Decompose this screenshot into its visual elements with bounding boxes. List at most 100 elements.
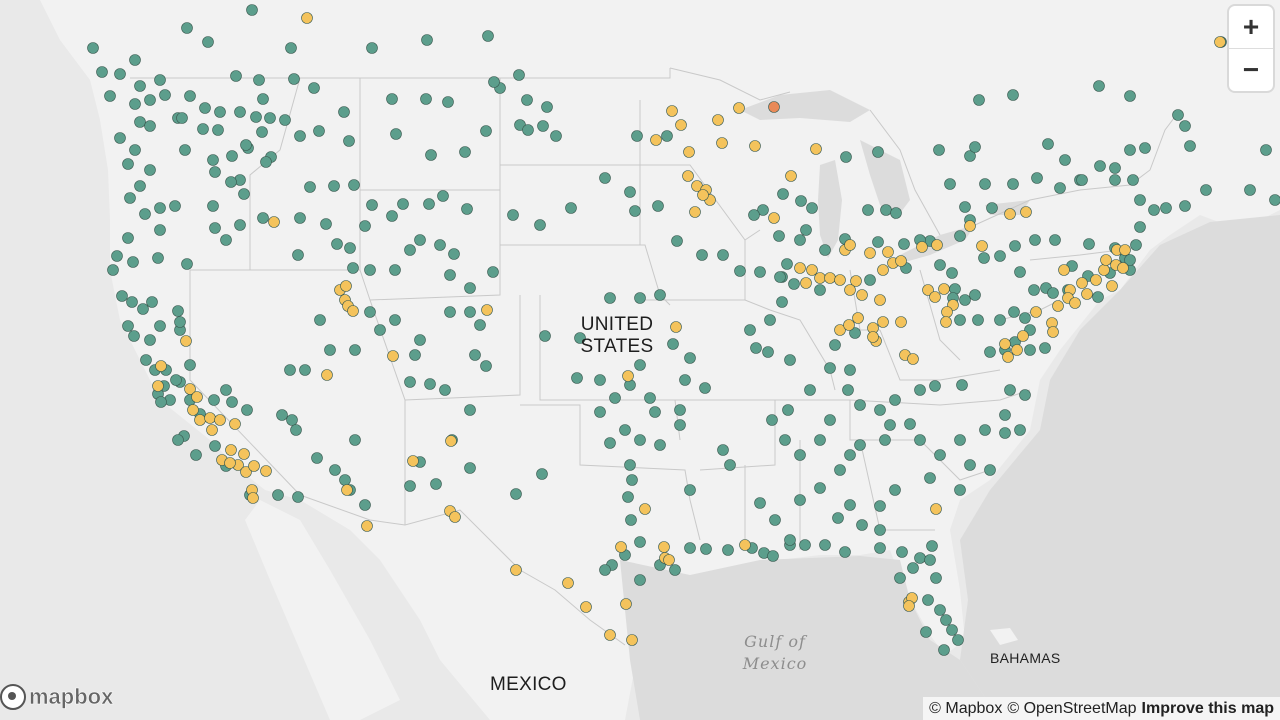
green-marker[interactable] [1109, 174, 1121, 186]
green-marker[interactable] [944, 178, 956, 190]
green-marker[interactable] [1054, 182, 1066, 194]
green-marker[interactable] [111, 250, 123, 262]
green-marker[interactable] [536, 468, 548, 480]
green-marker[interactable] [654, 439, 666, 451]
green-marker[interactable] [170, 374, 182, 386]
green-marker[interactable] [208, 394, 220, 406]
yellow-marker[interactable] [834, 324, 846, 336]
green-marker[interactable] [294, 130, 306, 142]
yellow-marker[interactable] [843, 319, 855, 331]
yellow-marker[interactable] [206, 424, 218, 436]
green-marker[interactable] [777, 188, 789, 200]
yellow-marker[interactable] [856, 289, 868, 301]
green-marker[interactable] [386, 210, 398, 222]
green-marker[interactable] [128, 330, 140, 342]
green-marker[interactable] [1093, 80, 1105, 92]
green-marker[interactable] [784, 354, 796, 366]
yellow-marker[interactable] [510, 564, 522, 576]
yellow-marker[interactable] [1098, 264, 1110, 276]
green-marker[interactable] [154, 202, 166, 214]
green-marker[interactable] [488, 76, 500, 88]
green-marker[interactable] [487, 266, 499, 278]
green-marker[interactable] [1184, 140, 1196, 152]
green-marker[interactable] [444, 306, 456, 318]
green-marker[interactable] [146, 296, 158, 308]
yellow-marker[interactable] [689, 206, 701, 218]
green-marker[interactable] [434, 239, 446, 251]
green-marker[interactable] [634, 359, 646, 371]
yellow-marker[interactable] [615, 541, 627, 553]
green-marker[interactable] [464, 462, 476, 474]
yellow-marker[interactable] [152, 380, 164, 392]
green-marker[interactable] [308, 82, 320, 94]
green-marker[interactable] [176, 112, 188, 124]
yellow-marker[interactable] [683, 146, 695, 158]
green-marker[interactable] [279, 114, 291, 126]
green-marker[interactable] [999, 409, 1011, 421]
green-marker[interactable] [292, 491, 304, 503]
yellow-marker[interactable] [240, 466, 252, 478]
yellow-marker[interactable] [184, 383, 196, 395]
green-marker[interactable] [253, 74, 265, 86]
green-marker[interactable] [469, 349, 481, 361]
green-marker[interactable] [230, 70, 242, 82]
green-marker[interactable] [750, 342, 762, 354]
green-marker[interactable] [669, 564, 681, 576]
green-marker[interactable] [257, 93, 269, 105]
green-marker[interactable] [339, 474, 351, 486]
green-marker[interactable] [766, 414, 778, 426]
green-marker[interactable] [464, 404, 476, 416]
green-marker[interactable] [699, 382, 711, 394]
green-marker[interactable] [594, 374, 606, 386]
green-marker[interactable] [212, 124, 224, 136]
yellow-marker[interactable] [229, 418, 241, 430]
green-marker[interactable] [226, 396, 238, 408]
green-marker[interactable] [299, 364, 311, 376]
green-marker[interactable] [832, 512, 844, 524]
green-marker[interactable] [220, 384, 232, 396]
green-marker[interactable] [1083, 238, 1095, 250]
green-marker[interactable] [854, 399, 866, 411]
yellow-marker[interactable] [976, 240, 988, 252]
green-marker[interactable] [134, 180, 146, 192]
yellow-marker[interactable] [931, 239, 943, 251]
green-marker[interactable] [437, 190, 449, 202]
green-marker[interactable] [347, 262, 359, 274]
green-marker[interactable] [933, 144, 945, 156]
green-marker[interactable] [1004, 384, 1016, 396]
green-marker[interactable] [144, 94, 156, 106]
yellow-marker[interactable] [867, 331, 879, 343]
green-marker[interactable] [842, 384, 854, 396]
green-marker[interactable] [285, 42, 297, 54]
green-marker[interactable] [844, 499, 856, 511]
green-marker[interactable] [439, 384, 451, 396]
green-marker[interactable] [1172, 109, 1184, 121]
green-marker[interactable] [256, 126, 268, 138]
green-marker[interactable] [604, 437, 616, 449]
green-marker[interactable] [644, 392, 656, 404]
green-marker[interactable] [140, 354, 152, 366]
yellow-marker[interactable] [361, 520, 373, 532]
green-marker[interactable] [144, 334, 156, 346]
green-marker[interactable] [804, 384, 816, 396]
yellow-marker[interactable] [1106, 280, 1118, 292]
green-marker[interactable] [964, 459, 976, 471]
yellow-marker[interactable] [810, 143, 822, 155]
yellow-marker[interactable] [864, 247, 876, 259]
green-marker[interactable] [926, 540, 938, 552]
green-marker[interactable] [364, 264, 376, 276]
green-marker[interactable] [389, 264, 401, 276]
green-marker[interactable] [129, 144, 141, 156]
yellow-marker[interactable] [580, 601, 592, 613]
yellow-marker[interactable] [903, 600, 915, 612]
green-marker[interactable] [159, 89, 171, 101]
green-marker[interactable] [914, 384, 926, 396]
green-marker[interactable] [671, 235, 683, 247]
green-marker[interactable] [122, 158, 134, 170]
green-marker[interactable] [1047, 287, 1059, 299]
green-marker[interactable] [819, 244, 831, 256]
green-marker[interactable] [661, 130, 673, 142]
green-marker[interactable] [122, 320, 134, 332]
green-marker[interactable] [649, 406, 661, 418]
green-marker[interactable] [799, 539, 811, 551]
